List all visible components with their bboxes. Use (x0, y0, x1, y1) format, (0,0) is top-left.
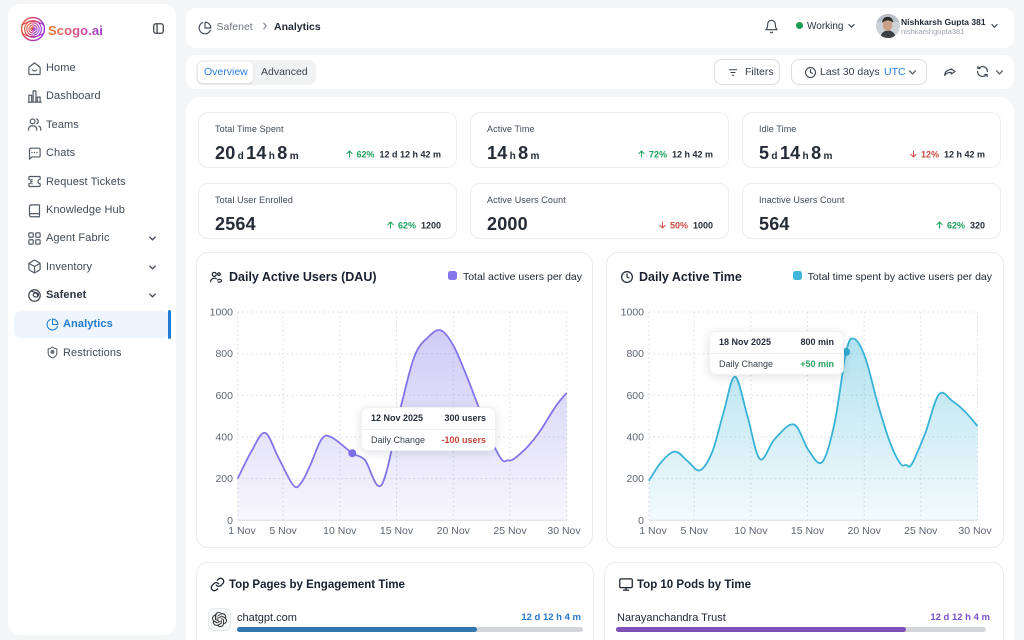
svg-text:25 Nov: 25 Nov (904, 525, 938, 537)
svg-text:400: 400 (215, 432, 233, 444)
svg-text:1000: 1000 (210, 307, 234, 319)
svg-text:20 Nov: 20 Nov (437, 525, 471, 537)
svg-text:0: 0 (227, 515, 233, 527)
svg-text:1 Nov: 1 Nov (228, 525, 256, 537)
svg-text:5 Nov: 5 Nov (680, 525, 708, 537)
svg-text:600: 600 (626, 390, 644, 402)
svg-text:25 Nov: 25 Nov (493, 525, 527, 537)
svg-text:30 Nov: 30 Nov (958, 525, 992, 537)
svg-text:400: 400 (626, 432, 644, 444)
svg-text:0: 0 (638, 515, 644, 527)
svg-text:800: 800 (626, 348, 644, 360)
svg-text:1 Nov: 1 Nov (639, 525, 667, 537)
svg-text:20 Nov: 20 Nov (848, 525, 882, 537)
svg-text:15 Nov: 15 Nov (791, 525, 825, 537)
svg-text:10 Nov: 10 Nov (323, 525, 357, 537)
svg-text:800: 800 (215, 348, 233, 360)
svg-text:600: 600 (215, 390, 233, 402)
svg-text:200: 200 (626, 473, 644, 485)
svg-text:15 Nov: 15 Nov (380, 525, 414, 537)
svg-text:1000: 1000 (621, 307, 645, 319)
svg-text:30 Nov: 30 Nov (547, 525, 581, 537)
svg-text:200: 200 (215, 473, 233, 485)
svg-text:10 Nov: 10 Nov (734, 525, 768, 537)
svg-text:5 Nov: 5 Nov (269, 525, 297, 537)
